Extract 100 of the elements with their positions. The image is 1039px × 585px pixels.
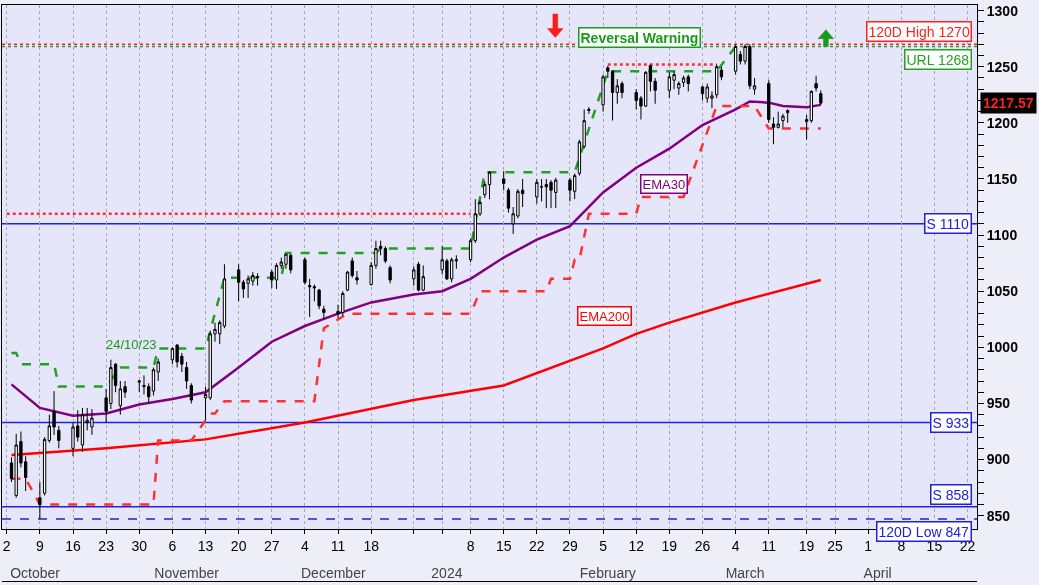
x-tick-label: 19 [661,537,678,554]
candlestick [322,305,326,320]
candlestick [601,74,605,113]
x-tick-label: 12 [628,537,645,554]
ref-line-label: S 1110 [926,215,970,232]
y-tick-label: 1150 [986,170,1018,187]
x-tick-label: 19 [798,537,815,554]
candlestick [454,254,459,270]
x2-tick-label: April [863,565,892,581]
x2-tick-label: December [301,565,366,581]
ref-line-label: 120D Low 847 [878,523,969,540]
candlestick [733,43,738,76]
line-series [10,278,823,457]
y-tick-label: 1200 [986,114,1019,131]
line-series [10,104,823,506]
y-tick-label: 1000 [986,339,1019,356]
x-tick-label: 4 [731,537,740,554]
candlestick [809,89,813,124]
ref-line-label: S 933 [932,414,970,431]
y-tick-label: 1100 [986,226,1018,243]
x-tick-label: 6 [168,537,177,554]
candlestick [587,106,591,115]
x2-tick-label: October [10,565,61,581]
candlestick [416,261,421,292]
x2-tick-label: March [725,565,765,581]
candlestick [170,346,175,365]
candlestick [819,89,823,106]
x-tick-label: 25 [827,537,844,554]
candlestick [700,85,705,101]
candlestick [274,262,279,290]
x-tick-label: 1 [864,537,873,554]
candlestick [236,263,241,302]
annotation: 24/10/23 [106,337,157,352]
candlestick [307,278,312,318]
candlestick [535,178,539,205]
candlestick [767,79,771,124]
text: 1217.57 [983,95,1034,111]
y-tick-label: 1050 [986,283,1019,300]
candlestick [42,436,47,496]
candlestick [38,481,42,520]
candlestick [189,382,193,404]
line-series [10,45,737,388]
candlestick [57,425,61,449]
candlestick [80,407,85,453]
y-tick-label: 950 [986,395,1011,412]
candlestick [303,257,307,285]
x-tick-label: 22 [529,537,545,554]
candlestick [388,264,392,284]
candlestick [715,63,719,99]
x-tick-label: 11 [761,537,777,554]
x-tick-label: 11 [330,537,346,554]
candlestick [804,114,809,141]
x-tick-label: 27 [263,537,280,554]
y-tick-label: 1250 [986,58,1019,75]
line-series [10,100,823,418]
ref-line-label: URL 1268 [906,51,970,68]
x-tick-label: 13 [197,537,214,554]
candlestick [610,69,615,122]
x-tick-label: 26 [694,537,711,554]
candlestick [184,361,189,390]
x-tick-label: 18 [363,537,380,554]
candlestick [412,266,416,287]
candlestick [137,379,141,393]
x-tick-label: 29 [562,537,578,554]
x2-tick-label: 2024 [431,565,463,581]
ref-line-label: 120D High 1270 [868,23,970,40]
x-tick-label: 2 [2,537,11,554]
y-tick-label: 900 [986,451,1011,468]
candlestick [312,283,317,302]
x-tick-label: 23 [98,537,115,554]
x2-tick-label: November [154,565,220,581]
x2-tick-label: February [579,565,636,581]
x-tick-label: 30 [131,537,148,554]
candlestick [667,71,672,99]
x-tick-label: 16 [65,537,81,554]
candlestick [719,66,724,81]
candlestick [255,272,260,287]
x-tick-label: 9 [35,537,44,554]
candlestick [677,80,681,96]
x-tick-label: 15 [495,537,512,554]
candlestick [317,288,321,310]
x-tick-label: 8 [466,537,475,554]
series-label: EMA200 [579,308,630,324]
candlestick [506,187,511,214]
candlestick [383,245,388,264]
candlestick [487,170,492,200]
x-tick-label: 20 [230,537,247,554]
y-tick-label: 850 [986,507,1011,524]
x-tick-label: 4 [301,537,310,554]
candlestick [421,264,425,292]
candlestick [449,257,454,283]
candlestick [781,113,785,128]
candlestick [686,74,690,92]
candlestick [681,75,686,88]
annotation: Reversal Warning [580,29,699,46]
candlestick [355,270,359,285]
candlestick [241,279,246,299]
candlestick [786,108,790,124]
x-tick-label: 5 [599,537,608,554]
candlestick [814,75,818,92]
